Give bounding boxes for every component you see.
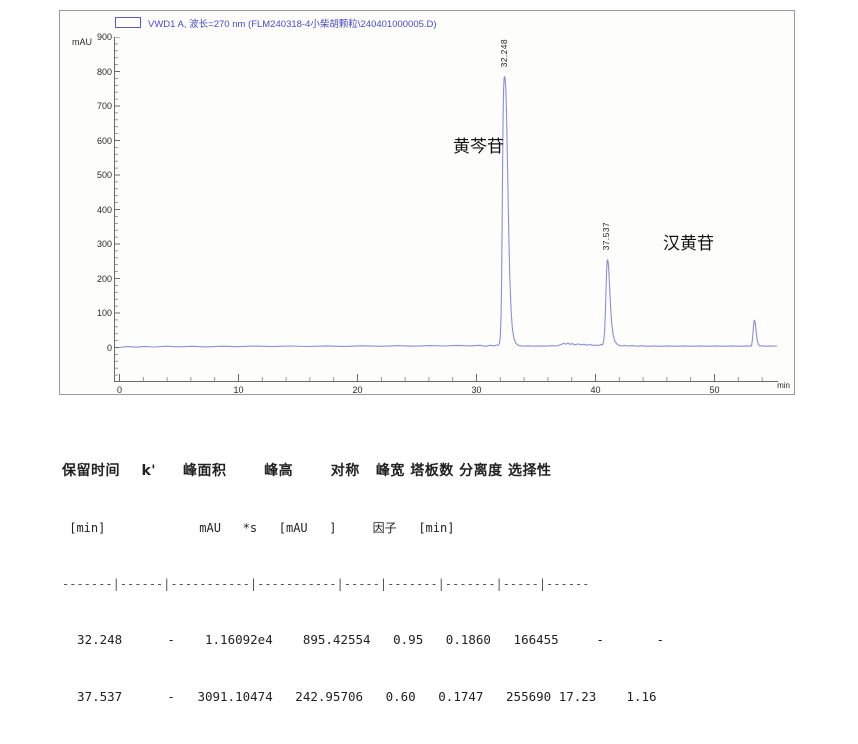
legend-label: VWD1 A, 波长=270 nm (FLM240318-4小柴胡颗粒\2404… [148,18,437,30]
chromatogram-trace-svg [114,37,778,382]
x-tick-30: 30 [471,385,482,395]
y-axis-tick-labels: 900 800 700 600 500 400 300 200 100 0 [72,32,112,382]
chromatogram-report-page: VWD1 A, 波长=270 nm (FLM240318-4小柴胡颗粒\2404… [59,10,795,704]
y-tick-500: 500 [96,170,112,180]
x-tick-50: 50 [709,385,720,395]
peak-results-table: 保留时间 k' 峰面积 峰高 对称 峰宽 塔板数 分离度 选择性 [min] m… [62,424,802,744]
table-header-row-1: 保留时间 k' 峰面积 峰高 对称 峰宽 塔板数 分离度 选择性 [62,463,552,479]
y-tick-300: 300 [96,239,112,249]
x-tick-0: 0 [116,385,123,395]
table-separator: -------|------|-----------|-----------|-… [62,577,590,591]
x-axis-unit-label: min [777,381,790,390]
y-tick-600: 600 [96,135,112,146]
y-tick-800: 800 [96,66,112,77]
plot-area: 32.248 37.537 黄芩苷 汉黄苷 [114,37,778,382]
chromatogram-panel: VWD1 A, 波长=270 nm (FLM240318-4小柴胡颗粒\2404… [59,10,795,395]
y-tick-200: 200 [96,273,112,284]
table-header-row-2: [min] mAU *s [mAU ] 因子 [min] [62,521,455,535]
y-tick-900: 900 [96,32,112,42]
peak-label-37537: 37.537 [601,222,611,251]
y-axis-unit-label: mAU [72,37,92,47]
x-tick-40: 40 [590,385,601,395]
x-axis [114,374,778,382]
peak-label-32248: 32.248 [499,39,509,68]
x-tick-20: 20 [352,385,363,395]
y-tick-700: 700 [96,101,112,111]
legend-color-swatch [115,17,141,28]
table-row: 32.248 - 1.16092e4 895.42554 0.95 0.1860… [62,632,665,647]
chromatogram-trace [118,76,778,349]
y-tick-0: 0 [106,342,112,353]
x-axis-tick-labels: 0 10 20 30 40 50 [114,385,778,399]
annotation-wogonoside: 汉黄苷 [663,234,714,254]
annotation-baicalin: 黄芩苷 [453,137,504,157]
y-axis [114,37,120,382]
x-tick-10: 10 [233,385,244,395]
y-tick-100: 100 [96,308,112,318]
y-tick-400: 400 [96,204,112,215]
chromatogram-legend: VWD1 A, 波长=270 nm (FLM240318-4小柴胡颗粒\2404… [115,15,437,30]
table-row: 37.537 - 3091.10474 242.95706 0.60 0.174… [62,689,657,704]
